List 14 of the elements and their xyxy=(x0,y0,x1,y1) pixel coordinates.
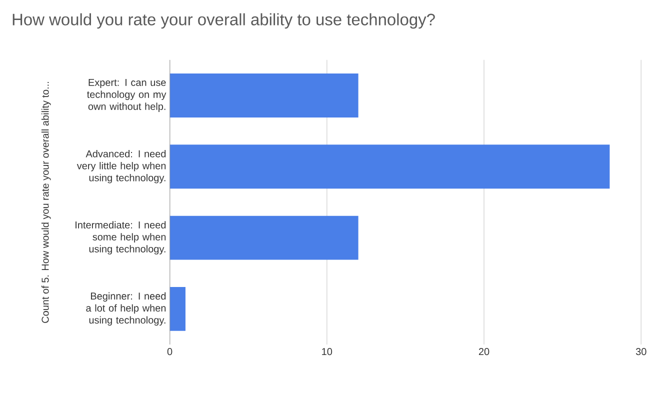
bar xyxy=(170,216,358,260)
y-tick-label: Advanced: I need very little help when using technology. xyxy=(76,150,166,184)
x-tick-label: 30 xyxy=(636,348,646,355)
y-tick-label: Expert: I can use technology on my own without help. xyxy=(87,78,166,112)
chart-title: How would you rate your overall ability to use technology? xyxy=(12,13,435,28)
bar xyxy=(170,144,610,188)
y-axis-title: Count of 5. How would you rate your overall ability to... xyxy=(41,82,51,323)
x-tick-label: 10 xyxy=(322,348,332,355)
y-tick-label: Intermediate: I need some help when using technology. xyxy=(76,220,166,254)
x-tick-label: 20 xyxy=(478,348,490,355)
bar xyxy=(170,73,358,118)
y-tick-label: Beginner: I need a lot of help when using technology. xyxy=(86,292,166,326)
bar xyxy=(170,286,186,331)
x-tick-label: 0 xyxy=(167,348,172,355)
